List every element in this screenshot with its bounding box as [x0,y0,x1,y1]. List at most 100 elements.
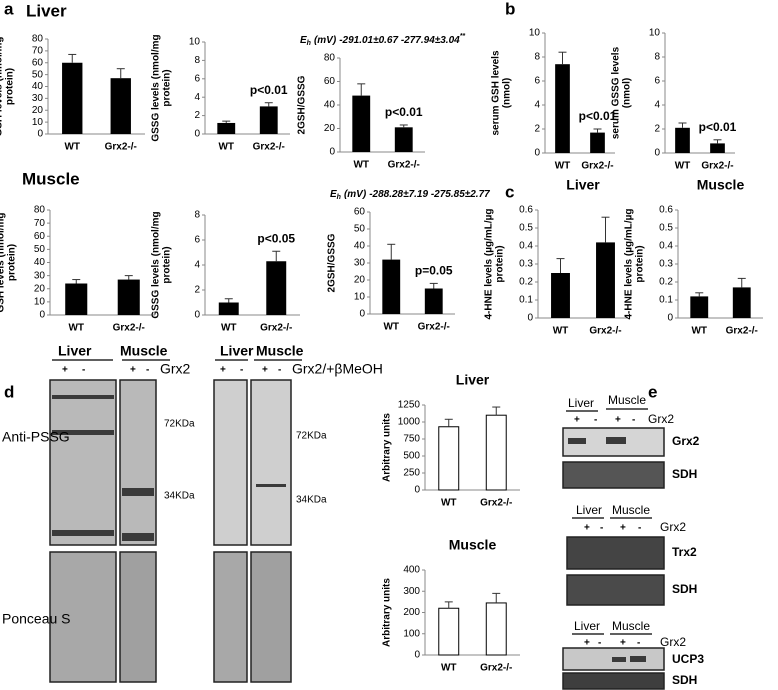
blot [250,379,292,546]
chart-title: Liver [456,372,490,388]
sign: + [620,638,626,649]
y-axis-label: protein) [635,245,646,282]
eh-part: E [330,189,337,200]
y-axis-label: 4-HNE levels (µg/mL/µg [624,209,635,320]
y-tick-label: 0 [414,485,420,496]
y-tick-label: 60 [354,207,366,218]
y-tick-label: 500 [403,451,420,462]
y-tick-label: 0.2 [659,277,673,288]
band [630,656,646,662]
y-axis-label: protein) [5,68,16,105]
y-tick-label: 2 [654,124,660,135]
annotation: p<0.01 [699,120,737,134]
band [256,484,286,487]
sign: - [278,365,281,376]
panel-letter: d [4,382,14,401]
sign: + [62,365,68,376]
blots-d: Liver Muscle Liver Muscle + - + - + - + … [2,343,383,683]
tissue-label: Liver [58,343,92,359]
bar [424,288,443,314]
y-axis-label: GSH levels (nmol/mg [0,36,5,136]
treatment-label: Grx2 [660,520,686,534]
tissue-label: Liver [568,396,594,410]
y-tick-label: 20 [34,283,46,294]
eh-part: (mV) [344,189,367,200]
row-label: Ponceau S [2,611,71,627]
treatment-label: Grx2/+βMeOH [292,361,383,377]
y-tick-label: 30 [34,270,46,281]
y-tick-label: 0 [194,310,200,321]
eh-part: ** [460,33,466,40]
blots-e: Liver Muscle + - + - Grx2 Grx2 SDH Liver… [562,393,704,690]
y-tick-label: 0 [37,129,43,140]
y-tick-label: 10 [649,28,661,39]
eh-part: -291.01±0.67 -277.94±3.04 [339,35,460,46]
sign: - [638,523,641,534]
x-tick-label: Grx2-/- [418,322,450,333]
y-tick-label: 8 [654,52,660,63]
bar [675,127,690,153]
y-tick-label: 400 [403,565,420,576]
tissue-label: Liver [576,503,602,517]
y-axis-label: GSSG levels (nmol/mg [151,211,162,318]
y-tick-label: 0 [527,313,533,324]
x-tick-label: Grx2-/- [480,498,512,509]
chart: 0 0.1 0.2 0.3 0.4 0.5 0.6 4-HNE levels (µg/mL/µ… [484,177,628,337]
x-tick-label: WT [555,161,571,172]
protein-label: Grx2 [672,434,700,448]
protein-label: Trx2 [672,545,697,559]
x-tick-label: Grx2-/- [105,142,137,153]
annotation: p<0.01 [250,83,288,97]
bar [710,143,725,153]
bar [352,95,371,152]
protein-label: UCP3 [672,652,704,666]
x-tick-label: Grx2-/- [113,323,145,334]
marker-label: 34KDa [296,495,327,506]
y-axis-label: protein) [495,245,506,282]
sign: - [82,365,85,376]
y-tick-label: 0 [194,129,200,140]
bar [110,78,131,134]
y-tick-label: 300 [403,586,420,597]
band [122,488,154,496]
y-tick-label: 8 [194,55,200,66]
y-tick-label: 4 [534,100,540,111]
sign: + [220,365,226,376]
annotation: p=0.05 [415,264,453,278]
protein-label: SDH [672,673,697,687]
x-tick-label: WT [675,161,691,172]
bar [596,242,615,318]
sign: - [637,638,640,649]
eh-annotation: Eh (mV) -291.01±0.67 -277.94±3.04** [300,33,465,47]
y-tick-label: 0 [359,309,365,320]
y-tick-label: 70 [32,46,44,57]
y-tick-label: 0 [667,313,673,324]
y-tick-label: 1250 [398,400,421,411]
sign: + [262,365,268,376]
y-axis-label: protein) [7,244,18,281]
y-tick-label: 0 [534,148,540,159]
blot [49,379,117,546]
tissue-label: Muscle [256,343,304,359]
x-tick-label: WT [221,323,237,334]
y-tick-label: 10 [189,37,201,48]
y-axis-label: protein) [162,69,173,106]
protein-label: SDH [672,582,697,596]
sign: + [584,638,590,649]
y-tick-label: 0.3 [519,259,533,270]
y-tick-label: 40 [354,241,366,252]
y-tick-label: 6 [654,76,660,87]
panel-letter: c [505,182,514,201]
bar [485,602,507,656]
y-tick-label: 60 [32,57,44,68]
tissue-label: Liver [220,343,254,359]
chart: 0 20 40 60 80 2GSH/GSSG WT Grx2-/- p<0.01 Eh (mV) -… [297,33,466,170]
y-tick-label: 50 [354,224,366,235]
y-tick-label: 6 [194,73,200,84]
y-tick-label: 0.6 [519,205,533,216]
y-tick-label: 0.1 [519,295,533,306]
y-tick-label: 50 [34,244,46,255]
